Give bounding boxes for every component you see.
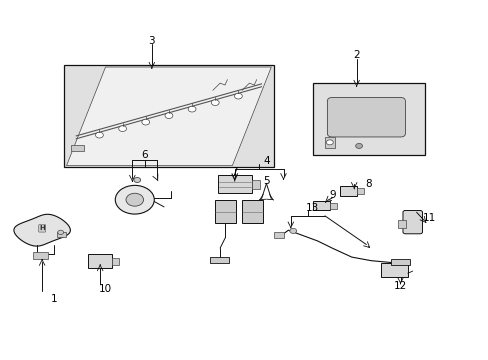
- Circle shape: [134, 177, 141, 183]
- Text: 11: 11: [422, 213, 435, 222]
- Circle shape: [211, 100, 219, 105]
- Text: 1: 1: [51, 294, 58, 304]
- Text: 5: 5: [263, 176, 269, 186]
- Text: 12: 12: [393, 281, 407, 291]
- Circle shape: [164, 113, 172, 118]
- Bar: [251, 180, 259, 189]
- Bar: [273, 232, 284, 238]
- Bar: [397, 220, 405, 228]
- Polygon shape: [66, 67, 271, 166]
- Circle shape: [58, 230, 63, 234]
- Text: 7: 7: [231, 167, 238, 177]
- Bar: [33, 252, 48, 259]
- Bar: [215, 200, 235, 223]
- FancyBboxPatch shape: [327, 98, 405, 137]
- Text: 10: 10: [99, 284, 112, 294]
- Text: H: H: [39, 225, 45, 231]
- Circle shape: [188, 106, 196, 112]
- Circle shape: [142, 119, 149, 125]
- Circle shape: [355, 143, 362, 148]
- Circle shape: [119, 126, 126, 131]
- Circle shape: [326, 140, 332, 145]
- Bar: [88, 254, 112, 268]
- Bar: [57, 232, 65, 237]
- Text: 2: 2: [353, 50, 359, 60]
- Bar: [112, 258, 119, 265]
- Bar: [356, 188, 363, 194]
- Text: 4: 4: [263, 156, 269, 166]
- Polygon shape: [14, 214, 70, 246]
- Text: 13: 13: [305, 203, 319, 213]
- Text: 6: 6: [141, 150, 147, 160]
- Bar: [380, 263, 407, 277]
- Circle shape: [115, 185, 154, 214]
- Text: 3: 3: [148, 36, 155, 46]
- Bar: [217, 175, 251, 193]
- Circle shape: [95, 132, 103, 138]
- Bar: [325, 137, 334, 148]
- Bar: [312, 83, 424, 155]
- Bar: [71, 145, 83, 151]
- Bar: [390, 259, 409, 265]
- Bar: [242, 200, 262, 223]
- Bar: [339, 186, 356, 196]
- Bar: [210, 257, 228, 263]
- Circle shape: [234, 93, 242, 99]
- FancyBboxPatch shape: [402, 211, 422, 234]
- Bar: [312, 201, 330, 211]
- Text: 8: 8: [365, 179, 371, 189]
- Circle shape: [126, 193, 143, 206]
- Circle shape: [289, 228, 296, 233]
- Text: 9: 9: [328, 190, 335, 200]
- Bar: [64, 65, 273, 167]
- Bar: [330, 203, 336, 209]
